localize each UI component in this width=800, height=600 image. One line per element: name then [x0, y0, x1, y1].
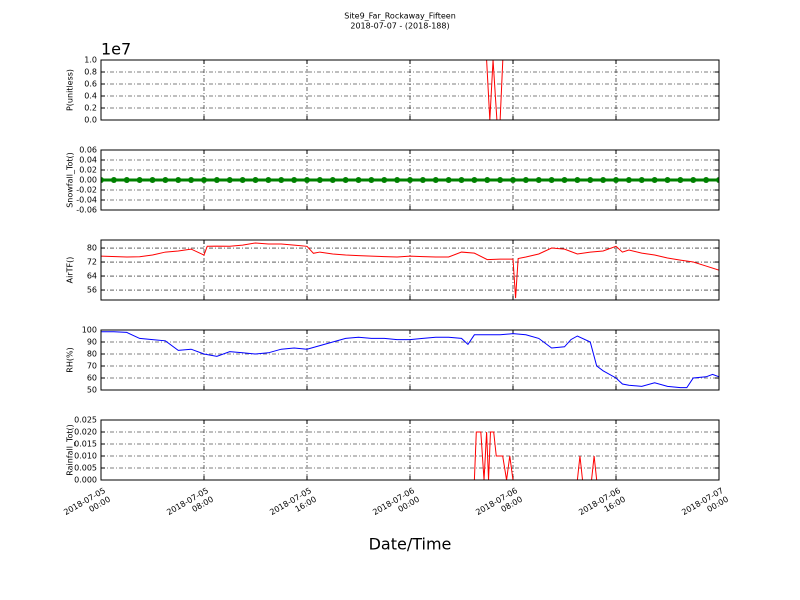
y-tick-label: 0.06: [79, 146, 97, 155]
plot-frame: [100, 419, 720, 481]
y-tick-label: 0.020: [74, 428, 97, 437]
data-line: [101, 242, 719, 299]
plot-frame: [100, 59, 720, 121]
plot-frame: [100, 329, 720, 391]
plot-frame: [100, 239, 720, 301]
panel: 0.0 0.2 0.4 0.6 0.8 1.0 P(unitless) 1e7: [66, 40, 720, 125]
y-tick-label: 1.0: [84, 56, 97, 65]
y-tick-label: 80: [87, 350, 97, 359]
y-axis-label: Snowfall_Tot(): [66, 152, 75, 208]
panel: 56 64 72 80 AirTF(): [66, 239, 720, 301]
data-layer: [101, 431, 719, 480]
data-layer: [486, 60, 504, 120]
data-line: [486, 60, 504, 120]
y-tick-label: 0.000: [74, 476, 97, 485]
plot-frame: [100, 149, 720, 211]
data-line: [101, 331, 719, 389]
x-axis-label: Date/Time: [369, 535, 452, 554]
data-layer: [101, 242, 719, 299]
data-line: [101, 431, 719, 480]
y-axis-label: Rainfall_Tot(): [66, 424, 75, 476]
y-tick-label: 0.0: [84, 116, 97, 125]
y-tick-label: -0.02: [76, 186, 97, 195]
y-tick-label: 0.4: [84, 92, 97, 101]
panel: 50 60 70 80 90 100 RH(%): [66, 326, 720, 395]
data-layer: [101, 331, 719, 389]
y-tick-label: 0.010: [74, 452, 97, 461]
y-tick-label: 72: [87, 258, 97, 267]
y-tick-label: 0.2: [84, 104, 97, 113]
y-axis-label: RH(%): [66, 347, 75, 372]
offset-label: 1e7: [101, 40, 131, 59]
y-tick-label: 70: [87, 362, 97, 371]
y-tick-label: 100: [82, 326, 97, 335]
panel: 0.000 0.005 0.010 0.015 0.020 0.025Rainfall_T…: [66, 416, 720, 485]
y-tick-label: 0.04: [79, 156, 97, 165]
data-layer: [101, 177, 719, 183]
y-tick-label: 56: [87, 286, 97, 295]
y-tick-label: 0.02: [79, 166, 97, 175]
chart-title: Site9_Far_Rockaway_Fifteen: [344, 12, 456, 21]
y-tick-label: 0.00: [79, 176, 97, 185]
y-tick-label: -0.06: [76, 206, 97, 215]
panel: -0.06-0.04-0.020.000.020.040.06 Snowfall_…: [66, 146, 720, 215]
chart-subtitle: 2018-07-07 - (2018-188): [350, 22, 449, 31]
y-axis-label: AirTF(): [66, 257, 75, 284]
y-tick-label: 50: [87, 386, 97, 395]
y-tick-label: 80: [87, 244, 97, 253]
y-tick-label: 0.015: [74, 440, 97, 449]
y-axis-label: P(unitless): [66, 69, 75, 111]
y-tick-label: 60: [87, 374, 97, 383]
y-tick-label: 0.005: [74, 464, 97, 473]
y-tick-label: 0.8: [84, 68, 97, 77]
y-tick-label: 90: [87, 338, 97, 347]
y-tick-label: 64: [87, 272, 97, 281]
y-tick-label: -0.04: [76, 196, 97, 205]
y-tick-label: 0.6: [84, 80, 97, 89]
y-tick-label: 0.025: [74, 416, 97, 425]
